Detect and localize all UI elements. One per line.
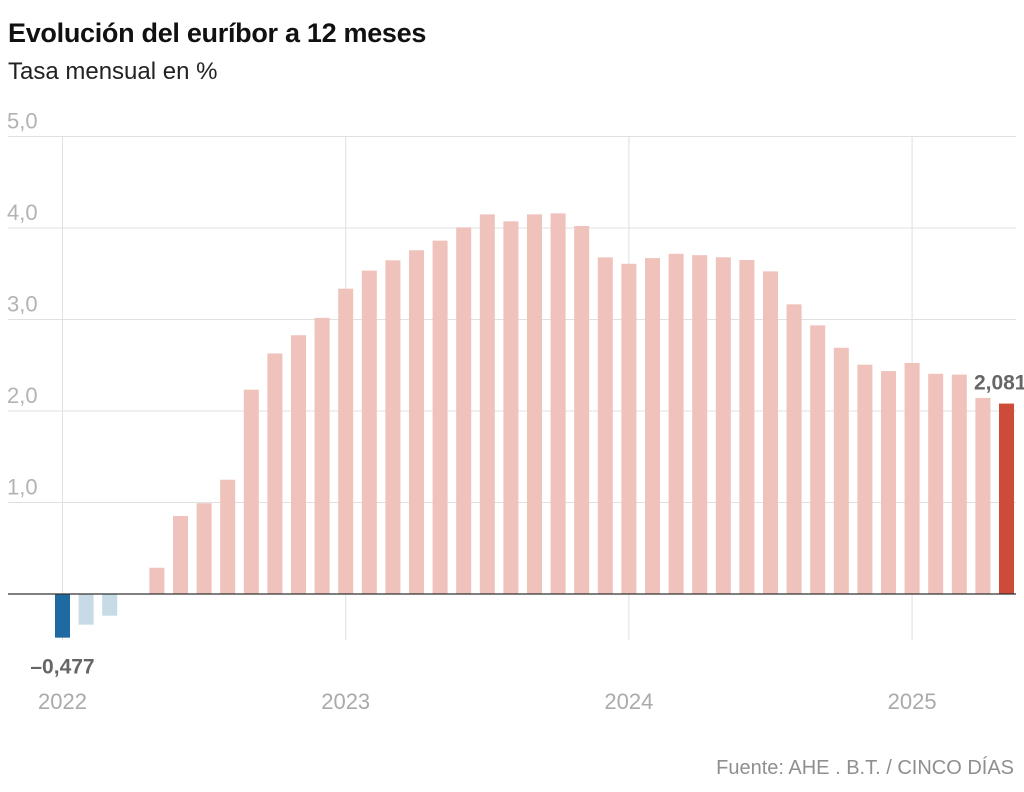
bar-2022-06	[173, 516, 188, 594]
bar-2022-11	[291, 335, 306, 594]
bar-2023-10	[550, 213, 566, 595]
bar-2023-04	[409, 250, 424, 594]
x-tick-label: 2024	[604, 689, 653, 714]
annotation-min-label: –0,477	[30, 656, 94, 679]
bar-2025-05	[999, 403, 1014, 594]
bar-chart: 1,0 2,0 3,0 4,0 5,0 2022 2023 2024 2025 –0,477 2,0…	[7, 109, 1024, 715]
bar-2022-07	[196, 503, 212, 594]
bar-2022-10	[267, 353, 283, 594]
chart-subtitle: Tasa mensual en %	[8, 58, 218, 85]
y-tick-label: 4,0	[7, 200, 38, 225]
chart-title: Evolución del euríbor a 12 meses	[8, 18, 427, 48]
bar-2025-04	[975, 397, 991, 594]
bar-2024-10	[833, 347, 849, 594]
bar-2023-12	[597, 257, 613, 594]
bar-2022-01	[55, 594, 70, 638]
y-tick-label: 1,0	[7, 475, 38, 500]
bar-2024-03	[668, 253, 684, 595]
bar-2023-03	[385, 260, 401, 594]
bar-2022-09	[243, 389, 259, 594]
source-note: Fuente: AHE . B.T. / CINCO DÍAS	[716, 757, 1014, 779]
bar-2024-11	[857, 364, 873, 594]
bar-2024-01	[621, 263, 637, 594]
bar-2024-02	[645, 258, 660, 594]
bar-2024-04	[692, 255, 708, 594]
bar-2024-12	[881, 371, 896, 594]
bar-2023-09	[527, 214, 542, 594]
bar-2024-07	[763, 271, 778, 594]
y-tick-label: 5,0	[7, 109, 38, 134]
bar-2024-05	[715, 257, 731, 594]
x-tick-label: 2025	[888, 689, 937, 714]
x-tick-label: 2022	[38, 689, 87, 714]
bar-2023-05	[432, 240, 448, 594]
bar-2024-08	[786, 304, 802, 594]
bar-2023-08	[503, 221, 519, 594]
bar-2022-03	[102, 594, 118, 616]
x-tick-label: 2023	[321, 689, 370, 714]
bar-2023-01	[338, 288, 354, 594]
bar-2024-06	[739, 260, 755, 594]
bar-2022-08	[220, 479, 236, 594]
annotation-last-label: 2,081	[974, 372, 1024, 395]
bar-2025-03	[951, 374, 967, 594]
bar-2023-07	[479, 214, 495, 594]
y-tick-label: 2,0	[7, 383, 38, 408]
bar-2022-05	[149, 567, 165, 594]
bar-2025-02	[928, 373, 944, 594]
bar-2022-02	[78, 594, 94, 625]
bar-2023-06	[456, 227, 472, 594]
y-tick-label: 3,0	[7, 292, 38, 317]
bar-2024-09	[810, 325, 826, 594]
bar-2022-12	[314, 317, 330, 594]
bar-2023-11	[574, 225, 590, 594]
bar-2025-01	[904, 362, 920, 594]
bar-2023-02	[361, 270, 377, 594]
